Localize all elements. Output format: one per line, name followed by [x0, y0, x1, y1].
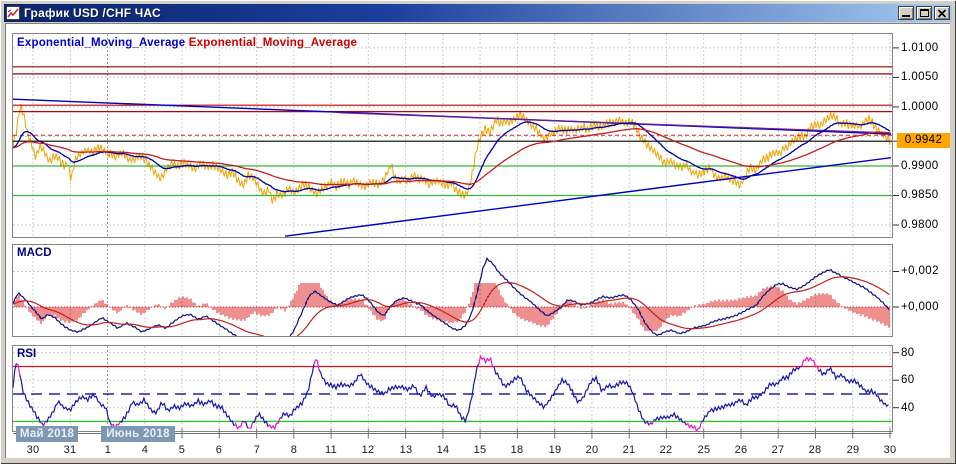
title-bar[interactable]: График USD /CHF ЧАС — [4, 4, 952, 22]
minimize-button[interactable] — [898, 6, 914, 20]
maximize-button[interactable] — [916, 6, 932, 20]
price-axis-label: 0.9800 — [901, 219, 939, 231]
date-label: 27 — [771, 444, 785, 456]
date-label: 7 — [253, 444, 261, 456]
macd-panel[interactable]: MACD — [12, 244, 893, 337]
rsi-axis-label: 40 — [901, 402, 915, 414]
price-axis-label: 1.0000 — [901, 101, 939, 113]
ema-slow-label: Exponential_Moving_Average — [188, 37, 358, 49]
right-axis-ticks — [893, 47, 899, 409]
date-label: 31 — [63, 444, 77, 456]
date-label: 11 — [324, 444, 338, 456]
close-icon — [937, 9, 947, 18]
date-label: 28 — [808, 444, 822, 456]
price-axis-label: 0.9850 — [901, 189, 939, 201]
window-title: График USD /CHF ЧАС — [24, 6, 161, 20]
date-label: 19 — [548, 444, 562, 456]
rsi-label: RSI — [17, 348, 37, 360]
date-label: 20 — [585, 444, 599, 456]
date-label: 29 — [846, 444, 860, 456]
price-chart-panel[interactable]: Exponential_Moving_Average Exponential_M… — [12, 33, 893, 238]
price-axis-label: 1.0050 — [901, 71, 939, 83]
rsi-axis-label: 80 — [901, 347, 915, 359]
rsi-axis-label: 60 — [901, 374, 915, 386]
ema-fast-label: Exponential_Moving_Average — [17, 37, 186, 49]
minimize-icon — [902, 15, 910, 17]
date-label: 15 — [473, 444, 487, 456]
macd-canvas — [13, 245, 892, 336]
price-axis-label: 0.9900 — [901, 160, 939, 172]
macd-axis-label: +0,000 — [901, 301, 939, 313]
date-label: 18 — [510, 444, 524, 456]
date-label: 12 — [361, 444, 375, 456]
rsi-panel[interactable]: RSI — [12, 345, 893, 432]
date-label: 30 — [26, 444, 40, 456]
macd-axis-label: +0,002 — [901, 265, 939, 277]
date-label: 6 — [215, 444, 223, 456]
macd-label: MACD — [17, 247, 52, 259]
date-label: 5 — [178, 444, 186, 456]
month-badge-june: Июнь 2018 — [101, 426, 175, 442]
price-axis-label: 1.0100 — [901, 42, 939, 54]
ema-legend: Exponential_Moving_Average Exponential_M… — [17, 37, 357, 49]
date-label: 13 — [399, 444, 413, 456]
close-button[interactable] — [934, 6, 950, 20]
rsi-canvas — [13, 346, 892, 431]
date-label: 25 — [697, 444, 711, 456]
date-label: 22 — [659, 444, 673, 456]
date-label: 8 — [290, 444, 298, 456]
date-label: 26 — [734, 444, 748, 456]
current-price-badge: 0.9942 — [897, 133, 950, 148]
date-label: 1 — [104, 444, 112, 456]
chart-icon — [6, 6, 20, 20]
date-label: 21 — [622, 444, 636, 456]
month-badge-may: Май 2018 — [16, 426, 78, 442]
date-label: 30 — [883, 444, 897, 456]
date-label: 4 — [141, 444, 149, 456]
date-label: 14 — [436, 444, 450, 456]
price-chart-canvas — [13, 34, 892, 237]
maximize-icon — [920, 9, 929, 17]
